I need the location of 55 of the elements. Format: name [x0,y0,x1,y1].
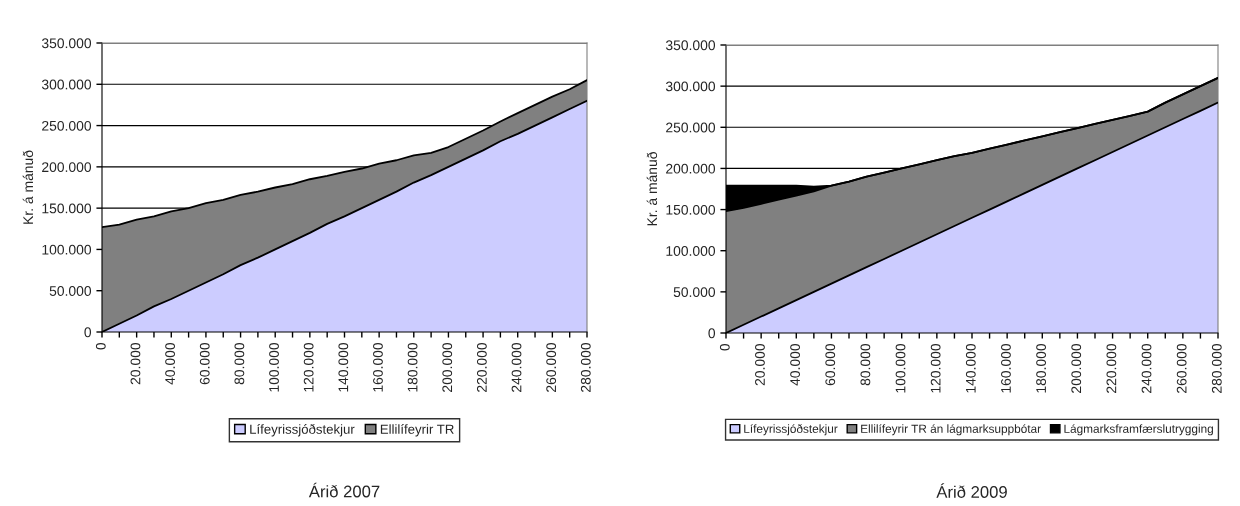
legend-label: Lífeyrissjóðstekjur [744,424,838,436]
x-tick-label: 280.000 [1211,343,1222,393]
y-tick-label: 350.000 [41,38,92,49]
y-axis-title: Kr. á mánuð [22,150,34,224]
legend-label: Ellilífeyrir TR án lágmarksuppbótar [861,424,1041,436]
x-tick-label: 60.000 [199,342,210,385]
x-tick-label: 260.000 [546,342,557,392]
legend-label: Ellilífeyrir TR [380,424,454,437]
x-tick-label: 0 [719,343,730,351]
text: Árið 2009 [936,483,1007,498]
y-tick-label: 150.000 [666,204,716,215]
x-tick-label: 120.000 [930,343,941,393]
x-tick-label: 200.000 [1071,343,1082,393]
x-tick-label: 100.000 [895,343,906,393]
x-tick-label: 160.000 [373,342,383,392]
y-tick-label: 200.000 [666,163,716,174]
y-tick-label: 300.000 [665,81,716,92]
x-tick-label: 80.000 [234,342,245,385]
x-tick-label: 40.000 [165,342,176,385]
y-tick-label: 50.000 [49,286,92,296]
x-tick-label: 240.000 [511,342,522,392]
y-tick-label: 100.000 [42,244,92,255]
y-tick-label: 200.000 [42,162,92,173]
y-tick-label: 350.000 [665,40,716,51]
x-tick-label: 160.000 [1001,343,1011,393]
y-tick-label: 300.000 [41,79,92,90]
x-tick-label: 140.000 [338,342,349,392]
x-tick-label: 20.000 [755,343,765,386]
y-tick-label: 0 [708,328,716,339]
x-tick-label: 120.000 [303,342,314,392]
x-tick-label: 0 [95,342,106,350]
text: Árið 2007 [308,482,380,498]
x-tick-label: 220.000 [1106,343,1117,393]
x-tick-label: 180.000 [407,342,418,392]
y-tick-label: 150.000 [42,203,92,214]
y-tick-label: 0 [84,327,92,338]
y-tick-label: 100.000 [666,246,716,256]
legend-label: Lífeyrissjóðstekjur [250,423,355,437]
x-tick-label: 140.000 [965,343,976,393]
y-tick-label: 250.000 [666,122,716,133]
legend-label: Lágmarksframfærslutrygging [1064,424,1213,436]
x-tick-label: 260.000 [1176,343,1187,393]
x-tick-label: 200.000 [442,342,453,392]
x-tick-label: 20.000 [130,342,141,385]
y-axis-title: Kr. á mánuð [646,152,658,226]
y-tick-label: 250.000 [42,120,92,131]
x-tick-label: 80.000 [860,343,871,386]
x-tick-label: 220.000 [476,342,487,392]
x-tick-label: 60.000 [825,343,836,386]
x-tick-label: 280.000 [580,342,591,392]
x-tick-label: 180.000 [1036,343,1047,393]
x-tick-label: 240.000 [1141,343,1152,393]
x-tick-label: 40.000 [790,343,801,386]
x-tick-label: 100.000 [269,342,279,392]
y-tick-label: 50.000 [673,287,716,298]
